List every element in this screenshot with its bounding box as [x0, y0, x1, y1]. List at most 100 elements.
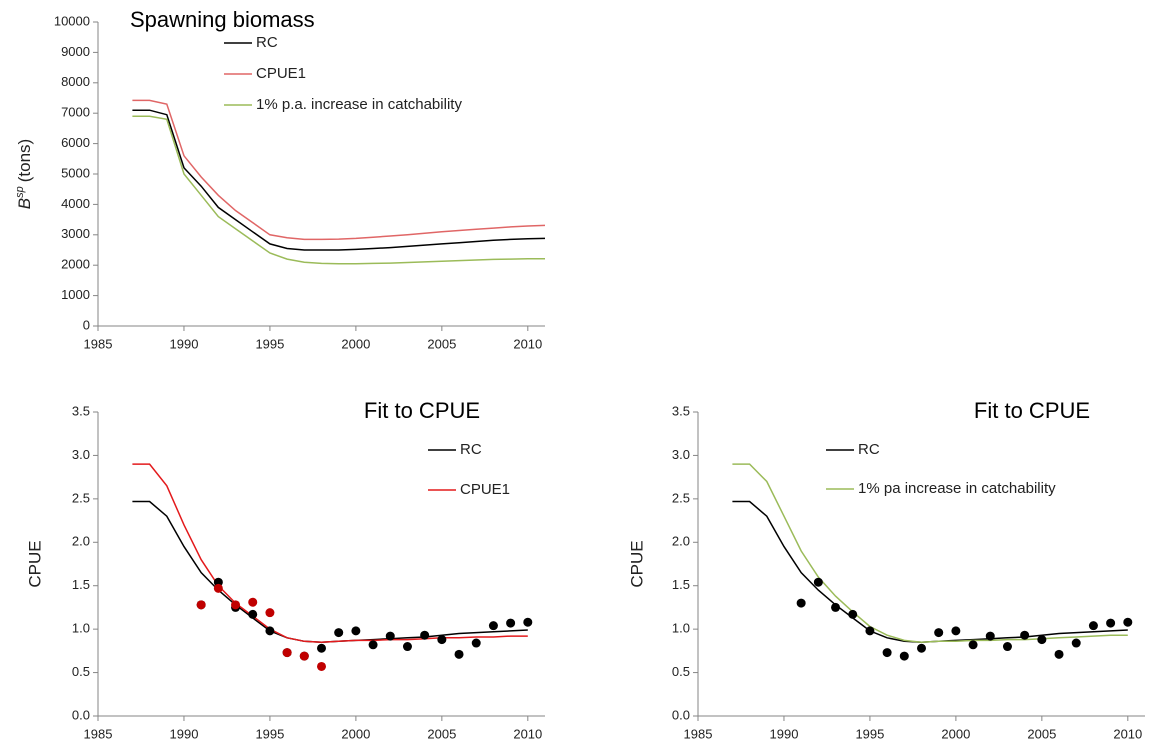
data-point	[506, 618, 516, 628]
data-point	[385, 631, 395, 641]
data-point	[1037, 635, 1047, 645]
y-tick-label: 0.5	[672, 664, 690, 679]
data-point	[454, 649, 464, 659]
y-tick-label: 1.0	[72, 621, 90, 636]
x-tick-label: 2000	[341, 726, 370, 741]
data-point	[523, 617, 533, 627]
data-point	[437, 635, 447, 645]
x-tick-label: 2000	[341, 336, 370, 351]
line	[732, 463, 1128, 643]
legend-label: RC	[460, 441, 482, 458]
x-tick-label: 1995	[255, 336, 284, 351]
y-tick-label: 3.5	[72, 403, 90, 418]
y-tick-label: 4000	[61, 196, 90, 211]
chart-title: Spawning biomass	[130, 7, 315, 32]
y-tick-label: 5000	[61, 165, 90, 180]
chart-title: Fit to CPUE	[974, 398, 1090, 423]
x-tick-label: 1990	[170, 726, 199, 741]
data-point	[248, 597, 258, 607]
data-point	[1123, 617, 1133, 627]
data-point	[865, 626, 875, 636]
data-point	[351, 626, 361, 636]
line	[732, 500, 1128, 643]
data-point	[265, 608, 275, 618]
x-tick-label: 2010	[513, 726, 542, 741]
data-point	[917, 643, 926, 653]
y-tick-label: 1.5	[72, 577, 90, 592]
line	[132, 463, 528, 643]
legend-label: CPUE1	[256, 65, 306, 82]
y-tick-label: 2.5	[672, 490, 690, 505]
data-point	[813, 577, 823, 587]
y-label-main: B	[15, 198, 34, 209]
data-point	[317, 661, 326, 671]
data-point	[1020, 630, 1030, 640]
data-point	[265, 626, 275, 636]
y-tick-label: 2000	[61, 257, 90, 272]
legend-label: RC	[858, 441, 880, 458]
legend-label: 1% pa increase in catchability	[858, 480, 1056, 497]
x-tick-label: 1995	[855, 726, 884, 741]
y-tick-label: 2.0	[672, 534, 690, 549]
data-point	[1002, 642, 1012, 652]
line	[132, 500, 528, 643]
y-tick-label: 3.0	[72, 447, 90, 462]
data-point	[488, 621, 498, 631]
y-tick-label: 1.0	[672, 621, 690, 636]
y-tick-label: 6000	[61, 135, 90, 150]
y-tick-label: 10000	[54, 13, 90, 28]
x-tick-label: 2005	[427, 726, 456, 741]
y-tick-label: 1000	[61, 287, 90, 302]
y-tick-label: 8000	[61, 74, 90, 89]
data-point	[213, 583, 223, 593]
x-tick-label: 2010	[513, 336, 542, 351]
y-tick-label: 3000	[61, 226, 90, 241]
y-tick-label: 9000	[61, 44, 90, 59]
x-tick-label: 1985	[684, 726, 713, 741]
data-point	[1054, 649, 1064, 659]
x-tick-label: 1985	[84, 336, 113, 351]
y-axis-label: CPUE	[627, 540, 646, 587]
x-tick-label: 1995	[255, 726, 284, 741]
y-tick-label: 0.5	[72, 664, 90, 679]
line	[132, 115, 545, 265]
y-axis-label: CPUE	[25, 540, 44, 587]
x-tick-label: 1985	[84, 726, 113, 741]
data-point	[951, 626, 961, 636]
data-point	[1106, 618, 1116, 628]
data-point	[231, 600, 241, 610]
data-point	[796, 598, 806, 608]
data-point	[420, 630, 430, 640]
data-point	[1071, 638, 1081, 648]
x-tick-label: 1990	[770, 726, 799, 741]
data-point	[848, 609, 858, 619]
data-point	[282, 648, 292, 658]
y-tick-label: 1.5	[672, 577, 690, 592]
data-point	[248, 609, 258, 619]
data-point	[299, 651, 309, 661]
legend-label: 1% p.a. increase in catchability	[256, 96, 462, 113]
data-point	[368, 640, 378, 650]
y-tick-label: 2.0	[72, 534, 90, 549]
chart-title: Fit to CPUE	[364, 398, 480, 423]
legend-label: RC	[256, 34, 278, 51]
y-label-sup: sp	[14, 186, 26, 198]
data-point	[831, 602, 841, 612]
y-tick-label: 0.0	[672, 707, 690, 722]
legend-label: CPUE1	[460, 481, 510, 498]
x-tick-label: 1990	[170, 336, 199, 351]
data-point	[882, 648, 892, 658]
line	[132, 109, 546, 251]
y-tick-label: 0.0	[72, 707, 90, 722]
x-tick-label: 2010	[1113, 726, 1142, 741]
data-point	[1088, 621, 1098, 631]
line	[132, 99, 546, 241]
data-point	[968, 640, 978, 650]
data-point	[899, 651, 909, 661]
data-point	[985, 631, 995, 641]
data-point	[471, 638, 481, 648]
y-tick-label: 3.0	[672, 447, 690, 462]
data-point	[402, 642, 412, 652]
x-tick-label: 2005	[1027, 726, 1056, 741]
